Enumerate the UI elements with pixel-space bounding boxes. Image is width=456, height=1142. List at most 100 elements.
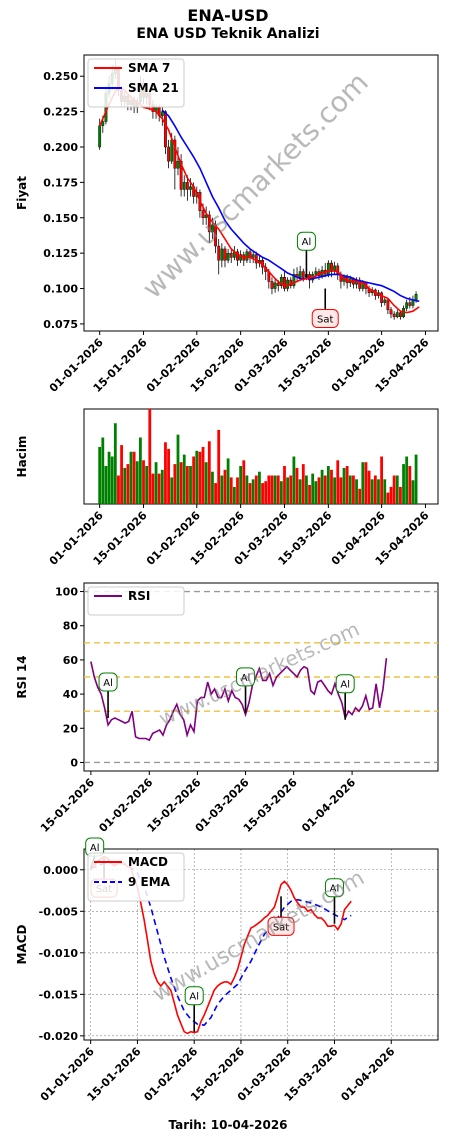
signal-badge [335,674,355,694]
legend-box [87,852,185,902]
candle-body [292,274,296,286]
volume-bar [377,479,380,504]
candle-body [330,262,333,272]
volume-bar [242,460,246,504]
volume-bar [389,486,393,504]
candle-body [179,160,183,190]
signal-label: Sat [273,922,289,933]
panel-3-frame [83,848,439,1041]
volume-bar [311,473,315,504]
panel-0-frame [83,54,439,332]
volume-bar [236,477,239,504]
volume-bar [164,442,167,504]
volume-bar [126,464,130,504]
sma7-line [98,84,420,314]
y-axis-label: MACD [15,924,29,964]
volume-bar [195,450,199,504]
candle-body [160,111,164,117]
volume-bar [314,481,318,504]
y-tick-label: 0.250 [43,70,78,83]
candle-body [220,248,224,261]
y-tick-label: 80 [63,620,79,633]
candle-body [101,121,105,126]
volume-bar [154,462,158,504]
candle-body [223,248,227,261]
y-tick-label: 0.225 [43,106,78,119]
candle-body [270,281,274,289]
volume-bar [211,471,214,504]
candle-body [286,279,290,289]
volume-bar [339,477,343,504]
volume-bar [414,454,418,504]
volume-bar [342,467,346,504]
volume-bar [317,477,321,504]
volume-bar [267,475,271,504]
volume-bar [148,409,152,504]
y-axis-label: Hacim [15,436,29,478]
volume-bar [320,469,324,504]
volume-bar [364,462,368,504]
candle-body [314,271,318,275]
candle-body [211,224,214,233]
volume-bar [226,458,230,504]
volume-bar [308,485,311,504]
x-tick-label: 01-04-2026 [338,1045,397,1104]
candle-body [229,252,233,258]
legend-label: SMA 21 [128,81,179,95]
volume-bar [323,475,327,504]
signal-label: Al [330,884,340,895]
volume-bar [258,471,261,504]
candle-body [217,245,221,261]
volume-bar [301,464,305,504]
volume-bar [142,460,145,504]
y-tick-label: 40 [63,688,79,701]
signal-label: Al [103,678,113,689]
volume-bar [98,447,102,504]
volume-bar [392,475,396,504]
y-tick-label: 0.175 [43,176,78,189]
candle-body [251,254,255,258]
candle-body [248,251,252,258]
y-tick-label: 0.075 [43,318,78,331]
volume-bar [348,475,352,504]
signal-badge [324,878,344,898]
volume-bar [123,467,127,504]
candle-body [164,111,167,148]
candle-body [98,125,102,148]
legend-label: RSI [128,589,150,603]
candle-body [273,282,277,289]
y-tick-label: -0.020 [39,1030,79,1043]
legend-label: MACD [128,855,168,869]
volume-bar [261,483,264,504]
volume-bar [330,469,333,504]
volume-bar [336,460,340,504]
volume-bar [138,437,142,504]
volume-bar [333,477,337,504]
volume-bar [151,473,155,504]
volume-bar [145,466,149,504]
candle-body [276,282,280,286]
volume-bar [189,466,192,504]
volume-bar [305,475,308,504]
y-tick-label: 60 [63,654,79,667]
volume-bar [220,475,224,504]
volume-bar [229,477,233,504]
volume-bar [361,462,365,504]
volume-bar [367,470,371,504]
volume-bar [292,456,296,504]
chart-title: ENA-USD [187,6,269,25]
volume-bar [251,479,255,504]
volume-bar [358,488,362,504]
volume-bar [395,475,399,504]
volume-bar [223,469,227,504]
signal-badge [184,986,204,1006]
x-tick-label: 01-04-2026 [299,776,358,835]
candle-body [298,271,302,278]
signal-badge [311,309,339,329]
x-tick-label: 15-01-2026 [38,776,97,835]
candle-body [405,302,409,309]
volume-bar [204,462,208,504]
candle-body [173,139,177,169]
volume-bar [279,481,283,504]
